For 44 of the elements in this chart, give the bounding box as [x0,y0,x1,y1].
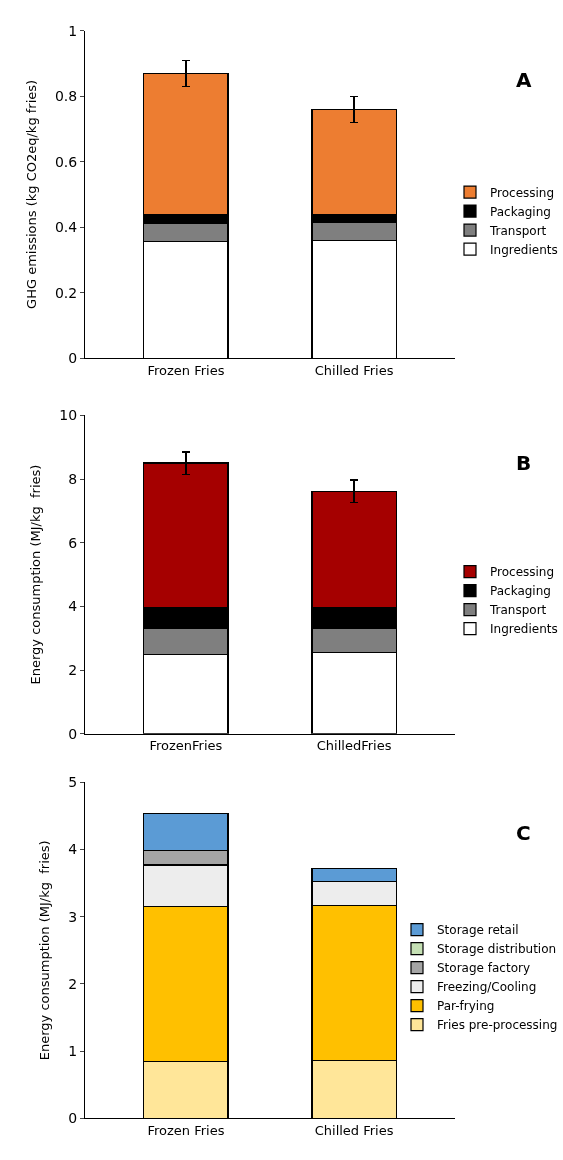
legend-label: Fries pre-processing [437,1018,558,1033]
y-tick-label: 4 [68,598,78,615]
y-tick-label: 5 [68,774,78,791]
y-tick-label: 10 [59,407,78,424]
legend-label: Storage distribution [437,942,557,957]
legend-label: Ingredients [490,242,558,257]
x-tick-label: Chilled Fries [314,362,394,378]
legend-label: Processing [490,565,555,580]
text: A [516,68,532,92]
y-tick-label: 2 [68,975,78,992]
y-tick-label: 8 [68,470,78,487]
y-tick-label: 0.6 [54,153,78,170]
legend-label: Ingredients [490,622,558,637]
x-tick-label: Frozen Fries [147,1123,225,1139]
text: C [516,821,531,845]
legend-label: Transport [489,603,547,618]
y-tick-label: 3 [68,908,78,925]
x-tick-label: ChilledFries [316,738,392,754]
y-tick-label: 0.4 [54,219,78,236]
legend-label: Storage retail [437,923,519,938]
y-tick-label: 1 [68,1043,78,1060]
legend-label: Transport [489,223,547,238]
x-tick-label: FrozenFries [149,738,223,754]
legend-label: Packaging [490,584,551,599]
y-axis-title: GHG emissions (kg CO2eq/kg fries) [23,79,39,309]
y-tick-label: 1 [68,22,78,39]
legend-label: Freezing/Cooling [437,980,537,995]
legend-label: Par-frying [437,999,495,1014]
y-tick-label: 0 [68,350,78,366]
y-tick-label: 2 [68,662,78,679]
legend-label: Storage factory [437,961,531,976]
x-tick-label: Chilled Fries [314,1123,394,1139]
legend-label: Packaging [490,204,551,219]
y-tick-label: 0 [68,1110,78,1127]
y-tick-label: 0 [68,725,78,742]
y-tick-label: 0.2 [54,284,78,301]
y-tick-label: 0.8 [54,88,78,105]
x-tick-label: Frozen Fries [147,362,225,378]
legend-label: Processing [490,185,555,200]
y-tick-label: 4 [68,841,78,858]
text: B [516,451,532,475]
y-axis-title: Energy consumption (MJ/kg fries) [37,840,53,1061]
y-axis-title: Energy consumption (MJ/kg fries) [28,464,44,685]
y-tick-label: 6 [68,534,78,551]
